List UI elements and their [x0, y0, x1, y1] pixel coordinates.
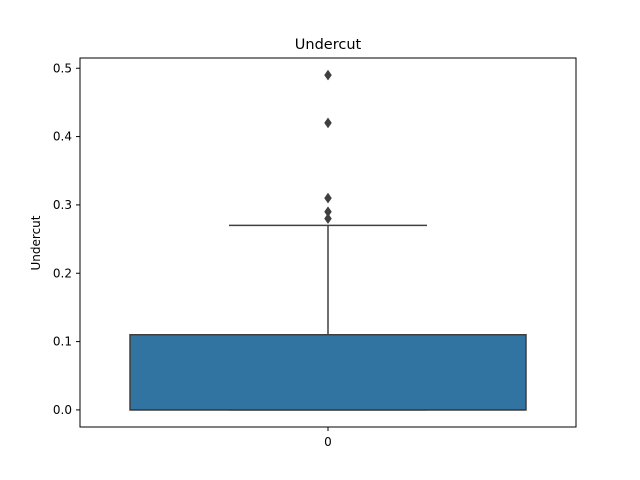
y-tick-label: 0.0	[53, 403, 72, 417]
box-iqr	[129, 334, 527, 411]
chart-title: Undercut	[295, 37, 362, 53]
y-tick-label: 0.1	[53, 335, 72, 349]
outlier-point	[324, 192, 332, 204]
y-tick-label: 0.2	[53, 266, 72, 280]
outlier-point	[324, 213, 332, 225]
x-tick-label: 0	[324, 435, 332, 449]
outlier-point	[324, 69, 332, 81]
y-tick-label: 0.4	[53, 130, 72, 144]
y-axis-label: Undercut	[29, 215, 43, 270]
y-tick-label: 0.3	[53, 198, 72, 212]
plot-area: 0.0 0.1 0.2 0.3 0.4 0.5 0	[53, 61, 527, 449]
outlier-point	[324, 117, 332, 129]
outlier-point	[324, 206, 332, 218]
y-tick-label: 0.5	[53, 61, 72, 75]
axes-frame	[79, 57, 577, 428]
